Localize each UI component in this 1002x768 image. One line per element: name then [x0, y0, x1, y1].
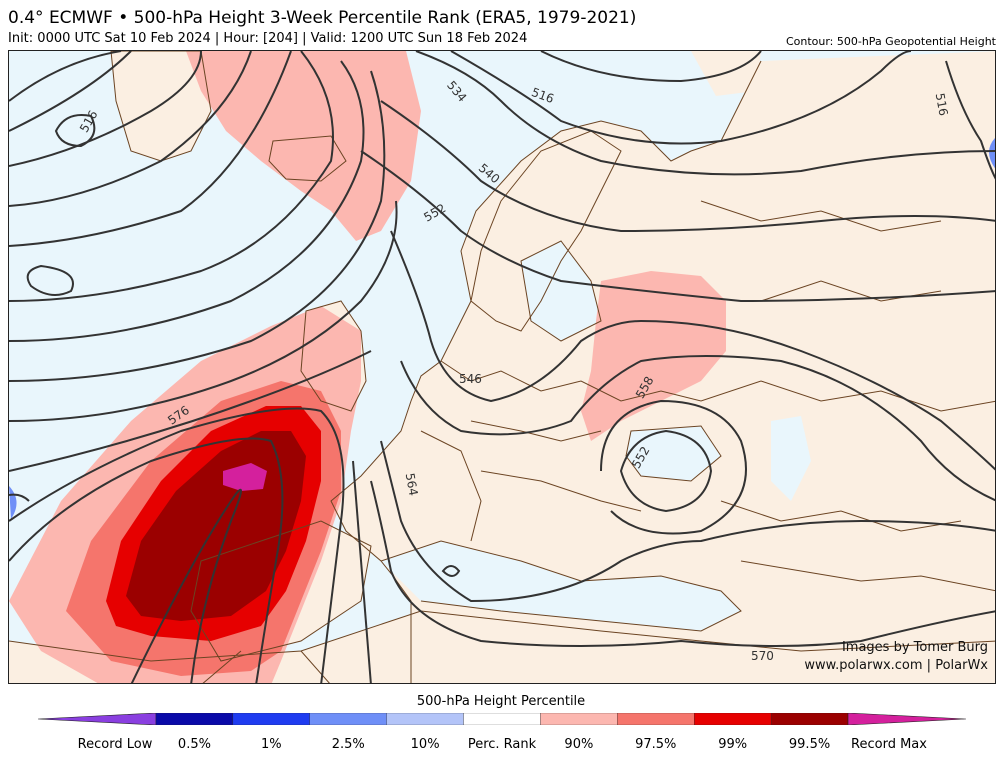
- contour-label: 516: [933, 92, 951, 117]
- colorbar-label: 1%: [261, 737, 282, 752]
- contour-line: [9, 60, 365, 342]
- contour-line: [450, 51, 912, 145]
- contour-label: 564: [403, 472, 421, 497]
- percentile-shading: [9, 51, 995, 683]
- contour-line: [9, 493, 30, 502]
- map-svg: 516 534 516 516 540 552 546 576 564 558 …: [9, 51, 995, 683]
- contour-line: [9, 437, 284, 683]
- contour-line: [360, 150, 995, 303]
- contour-label: 570: [751, 649, 774, 663]
- greenland-land: [111, 51, 211, 161]
- colorbar-label: 99.5%: [788, 737, 831, 752]
- contour-line: [9, 200, 398, 422]
- colorbar-label: 97.5%: [635, 737, 677, 752]
- contour-line: [415, 51, 995, 176]
- contour-line: [9, 350, 372, 472]
- contour-line: [945, 60, 995, 180]
- contour-line: [9, 51, 122, 102]
- contour-line: [619, 429, 713, 513]
- colorbar-swatch: [540, 713, 618, 725]
- contour-line: [26, 264, 74, 296]
- shade-record-max: [223, 463, 267, 491]
- contour-line: [9, 51, 292, 247]
- contour-line: [441, 565, 461, 577]
- credit-author: Images by Tomer Burg: [841, 640, 988, 655]
- baltic-sea: [521, 241, 601, 341]
- contour-label: 546: [459, 372, 482, 386]
- colorbar-label: 10%: [410, 737, 440, 752]
- border-path: [470, 130, 622, 332]
- shade-90-east: [581, 271, 726, 441]
- border-path: [440, 360, 995, 412]
- border-path: [420, 420, 642, 542]
- black-sea: [626, 426, 721, 481]
- colorbar-swatch: [155, 713, 234, 725]
- colorbar-swatch: [309, 713, 387, 725]
- colorbar-label: Record Max: [851, 737, 927, 752]
- contour-line: [9, 407, 345, 683]
- colorbar-label: 0.5%: [177, 737, 211, 752]
- contour-line: [9, 51, 202, 167]
- contour-line: [9, 51, 132, 132]
- border-path: [380, 540, 742, 632]
- shade-low-east: [989, 138, 995, 169]
- credit-site[interactable]: www.polarwx.com | PolarWx: [804, 658, 988, 673]
- border-path: [190, 520, 372, 662]
- country-borders: [9, 51, 995, 683]
- map-panel: 516 534 516 516 540 552 546 576 564 558 …: [8, 50, 996, 684]
- colorbar-swatch: [386, 713, 464, 725]
- colorbar-swatch: [232, 713, 310, 725]
- colorbar-swatch: [617, 713, 695, 725]
- colorbar-swatch: [770, 713, 849, 725]
- colorbar: [38, 713, 966, 725]
- shade-90-nw: [186, 51, 421, 241]
- contour-line: [400, 355, 995, 502]
- contour-line: [352, 460, 372, 683]
- scandinavia-land: [471, 131, 621, 331]
- border-path: [720, 500, 995, 592]
- contour-line: [9, 70, 386, 382]
- border-path: [268, 135, 347, 182]
- border-path: [300, 300, 367, 412]
- contour-line: [380, 440, 995, 603]
- contour-line: [600, 399, 747, 535]
- contour-line: [130, 488, 242, 683]
- contour-note: Contour: 500-hPa Geopotential Height: [785, 35, 996, 48]
- height-contours: [9, 51, 995, 683]
- caspian-sea: [771, 416, 811, 501]
- contour-line: [9, 51, 252, 207]
- border-path: [520, 240, 602, 342]
- colorbar-title: 500-hPa Height Percentile: [416, 694, 586, 709]
- colorbar-label: 2.5%: [331, 737, 365, 752]
- border-path: [625, 425, 722, 482]
- colorbar-swatch: [463, 713, 541, 725]
- border-path: [110, 51, 212, 162]
- contour-line: [54, 114, 96, 148]
- border-path: [330, 60, 762, 683]
- colorbar-extension-high: [847, 713, 966, 725]
- chart-subtitle: Init: 0000 UTC Sat 10 Feb 2024 | Hour: […: [8, 31, 528, 46]
- contour-line: [380, 100, 995, 233]
- colorbar-label: 99%: [718, 737, 748, 752]
- contour-line: [9, 51, 334, 302]
- colorbar-extension-low: [38, 713, 157, 725]
- colorbar-label: 90%: [564, 737, 594, 752]
- contour-line: [540, 51, 762, 83]
- colorbar-label: Record Low: [77, 737, 153, 752]
- colorbar-label: Perc. Rank: [467, 737, 537, 752]
- colorbar-swatch: [694, 713, 772, 725]
- chart-title: 0.4° ECMWF • 500-hPa Height 3-Week Perce…: [8, 8, 637, 28]
- mediterranean-sea: [381, 541, 741, 631]
- contour-line: [370, 480, 995, 647]
- inland-seas: [381, 241, 811, 631]
- contour-line: [390, 230, 995, 471]
